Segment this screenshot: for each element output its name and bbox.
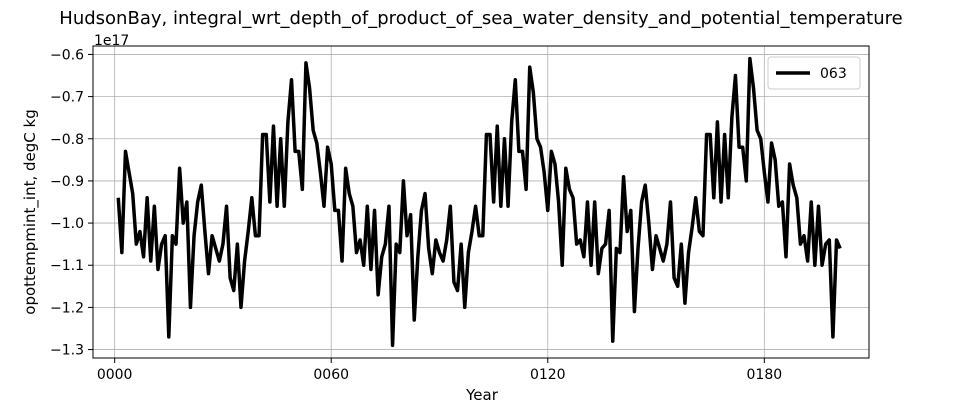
ticks: 0000 0060 0120 0180 −0.6 −0.7 −0.8 −0.9 −1.0 −1.1… <box>50 47 782 383</box>
series-layer <box>116 56 842 348</box>
x-tick-label: 0120 <box>530 367 566 383</box>
grid <box>93 46 869 358</box>
x-tick-label: 0060 <box>313 367 349 383</box>
x-tick-label: 0180 <box>747 367 783 383</box>
x-tick-label: 0000 <box>97 367 133 383</box>
y-tick-label: −0.8 <box>50 132 84 148</box>
y-axis-label: opottempmint_int, degC kg <box>21 109 40 314</box>
plot-frame <box>92 45 870 359</box>
y-tick-label: −1.2 <box>50 300 84 316</box>
y-offset-text: 1e17 <box>94 33 129 49</box>
y-tick-label: −1.1 <box>50 258 84 274</box>
chart-title: HudsonBay, integral_wrt_depth_of_product… <box>59 8 902 29</box>
legend-box <box>767 56 861 90</box>
x-axis-label: Year <box>465 386 499 404</box>
y-tick-label: −1.3 <box>50 343 84 359</box>
y-tick-label: −0.6 <box>50 47 84 63</box>
legend-label: 063 <box>820 66 847 82</box>
y-tick-label: −0.7 <box>50 90 84 106</box>
legend: 063 <box>767 56 861 90</box>
y-tick-label: −1.0 <box>50 216 84 232</box>
y-tick-label: −0.9 <box>50 174 84 190</box>
series-line-063 <box>116 56 842 348</box>
